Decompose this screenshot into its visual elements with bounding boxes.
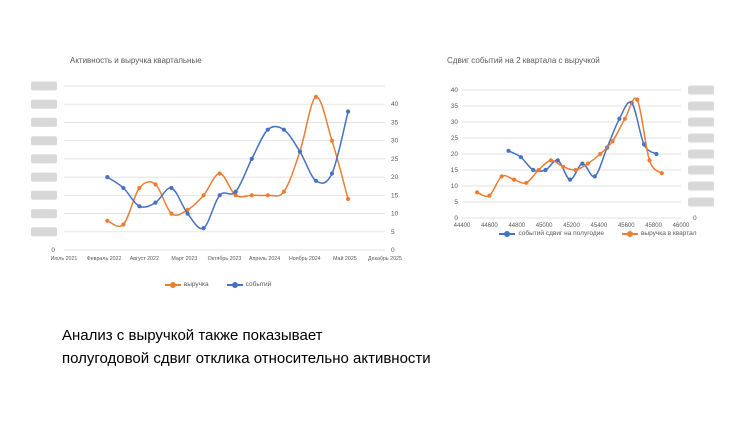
svg-text:0: 0 <box>454 215 458 222</box>
legend-label-events-shifted: событий сдвиг на полугодие <box>518 230 604 237</box>
svg-text:44400: 44400 <box>454 223 471 229</box>
svg-text:Август 2022: Август 2022 <box>130 256 159 262</box>
revenue-quarter-line-marker-icon <box>621 230 638 237</box>
y-axis-zero-label: 0 <box>693 215 697 222</box>
svg-text:25: 25 <box>391 156 399 163</box>
svg-text:25: 25 <box>451 135 459 142</box>
legend-item-revenue-quarter: выручка в квартал <box>621 230 697 237</box>
legend-label-revenue: выручка <box>183 281 209 288</box>
legend-label-revenue-quarter: выручка в квартал <box>640 230 697 237</box>
legend-label-events: событий <box>245 281 272 288</box>
caption-line-2: полугодовой сдвиг отклика относительно а… <box>62 349 431 367</box>
svg-text:10: 10 <box>391 211 399 218</box>
svg-text:45000: 45000 <box>536 223 553 229</box>
chart-shift-panel: Сдвиг событий на 2 квартала с выручкой 0… <box>445 56 751 251</box>
gridlines <box>64 85 385 251</box>
revenue-line-marker-icon <box>164 281 181 288</box>
chart-title-activity-revenue: Активность и выручка квартальные <box>70 56 202 65</box>
svg-text:45200: 45200 <box>563 223 580 229</box>
analysis-caption: Анализ с выручкой также показывает полуг… <box>62 325 431 370</box>
series-выручка-в-квартал <box>475 97 664 198</box>
y-axis-zero-label: 0 <box>51 247 55 254</box>
chart-legend: событий сдвиг на полугодие выручка в ква… <box>445 230 751 237</box>
x-axis-tick-labels: 44400 44600 44800 45000 45200 45400 45600 45800… <box>454 223 690 229</box>
redacted-axis-labels <box>31 81 57 237</box>
legend-item-events: событий <box>226 281 272 288</box>
y-axis-tick-labels: 0 5 10 15 20 25 30 35 40 <box>391 101 399 254</box>
caption-line-1: Анализ с выручкой также показывает <box>62 327 323 344</box>
svg-text:45800: 45800 <box>645 223 662 229</box>
redacted-axis-labels <box>688 85 714 207</box>
svg-text:Февраль 2022: Февраль 2022 <box>87 256 122 262</box>
x-axis-tick-labels: Июль 2021 Февраль 2022 Август 2022 Март 202… <box>51 255 402 262</box>
activity-revenue-line-chart: 0 5 10 15 20 25 30 35 40 0 Июль 2021 Февраль 2022 Ав… <box>31 81 402 262</box>
svg-text:44800: 44800 <box>508 223 525 229</box>
svg-text:Апрель 2024: Апрель 2024 <box>249 256 280 262</box>
y-axis-tick-labels: 0 5 10 15 20 25 30 35 40 <box>451 87 459 222</box>
svg-text:30: 30 <box>391 138 399 145</box>
series-событий-сдвиг-на-полугодие <box>506 100 659 182</box>
svg-text:35: 35 <box>391 119 399 126</box>
svg-text:5: 5 <box>454 199 458 206</box>
svg-text:15: 15 <box>451 167 459 174</box>
svg-text:Ноябрь 2024: Ноябрь 2024 <box>289 256 321 262</box>
svg-text:10: 10 <box>451 183 459 190</box>
svg-text:Март 2023: Март 2023 <box>171 256 197 262</box>
svg-text:20: 20 <box>451 151 459 158</box>
events-shifted-line-marker-icon <box>499 230 516 237</box>
svg-text:15: 15 <box>391 192 399 199</box>
series-выручка <box>105 94 351 228</box>
svg-text:45600: 45600 <box>618 223 635 229</box>
chart-title-shift: Сдвиг событий на 2 квартала с выручкой <box>447 56 600 65</box>
svg-text:45400: 45400 <box>591 223 608 229</box>
chart-activity-revenue-panel: Активность и выручка квартальные 0 5 10 15 2… <box>28 56 408 304</box>
svg-text:Июль 2021: Июль 2021 <box>51 256 78 262</box>
svg-text:46000: 46000 <box>673 223 690 229</box>
series-событий <box>105 109 351 231</box>
svg-text:Декабрь 2025: Декабрь 2025 <box>368 256 402 262</box>
legend-item-revenue: выручка <box>164 281 209 288</box>
svg-text:35: 35 <box>451 103 459 110</box>
svg-text:30: 30 <box>451 119 459 126</box>
svg-text:40: 40 <box>391 101 399 108</box>
svg-text:0: 0 <box>391 247 395 254</box>
svg-text:5: 5 <box>391 229 395 236</box>
svg-text:Октябрь 2023: Октябрь 2023 <box>208 256 242 262</box>
events-line-marker-icon <box>226 281 243 288</box>
svg-text:44600: 44600 <box>481 223 498 229</box>
svg-text:Май 2025: Май 2025 <box>333 255 357 262</box>
chart-legend: выручка событий <box>28 281 408 288</box>
legend-item-events-shifted: событий сдвиг на полугодие <box>499 230 604 237</box>
svg-text:20: 20 <box>391 174 399 181</box>
svg-text:40: 40 <box>451 87 459 94</box>
